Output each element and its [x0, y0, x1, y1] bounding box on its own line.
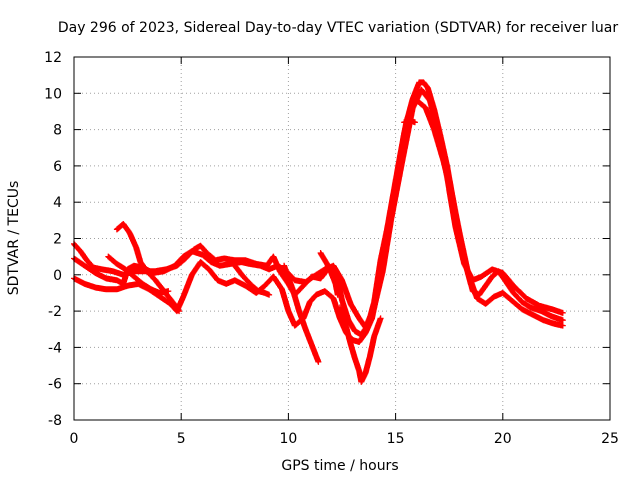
data-markers	[71, 79, 566, 385]
series-band-lower	[71, 97, 566, 345]
x-tick-label: 5	[177, 431, 186, 447]
x-tick-label: 10	[279, 431, 297, 447]
plot-border	[73, 56, 611, 421]
marker-trace	[281, 262, 322, 365]
marker-trace	[401, 117, 418, 126]
y-tick-label: -4	[48, 340, 62, 356]
y-tick-label: 10	[44, 86, 62, 102]
y-tick-label: 12	[44, 50, 62, 66]
x-tick-label: 15	[387, 431, 405, 447]
series-branch-b	[105, 253, 172, 296]
marker-trace	[317, 250, 341, 298]
series-branch-d	[336, 304, 384, 385]
y-tick-label: -8	[48, 413, 62, 429]
x-tick-label: 0	[70, 431, 79, 447]
marker-trace	[336, 304, 384, 385]
x-axis-label: GPS time / hours	[281, 458, 398, 474]
tick-labels: 0 5 10 15 20 25 -8 -6 -4 -2 0 2 4 6 8 10 12	[44, 50, 619, 447]
y-tick-label: 2	[53, 232, 62, 248]
marker-trace	[105, 253, 172, 296]
y-tick-label: -2	[48, 304, 62, 320]
x-tick-label: 25	[601, 431, 619, 447]
y-axis-label: SDTVAR / TECUs	[6, 181, 22, 296]
y-tick-label: 6	[53, 159, 62, 175]
series-branch-f	[231, 262, 273, 298]
grid-lines	[74, 57, 610, 420]
y-tick-label: -6	[48, 377, 62, 393]
series-branch-g	[317, 250, 341, 298]
y-tick-label: 8	[53, 123, 62, 139]
y-tick-label: 0	[53, 268, 62, 284]
marker-trace	[71, 97, 566, 345]
chart-title: Day 296 of 2023, Sidereal Day-to-day VTE…	[58, 20, 619, 36]
marker-trace	[231, 262, 273, 298]
series-branch-c	[281, 262, 322, 365]
x-tick-label: 20	[494, 431, 512, 447]
y-tick-label: 4	[53, 195, 62, 211]
series-branch-e	[401, 117, 418, 126]
